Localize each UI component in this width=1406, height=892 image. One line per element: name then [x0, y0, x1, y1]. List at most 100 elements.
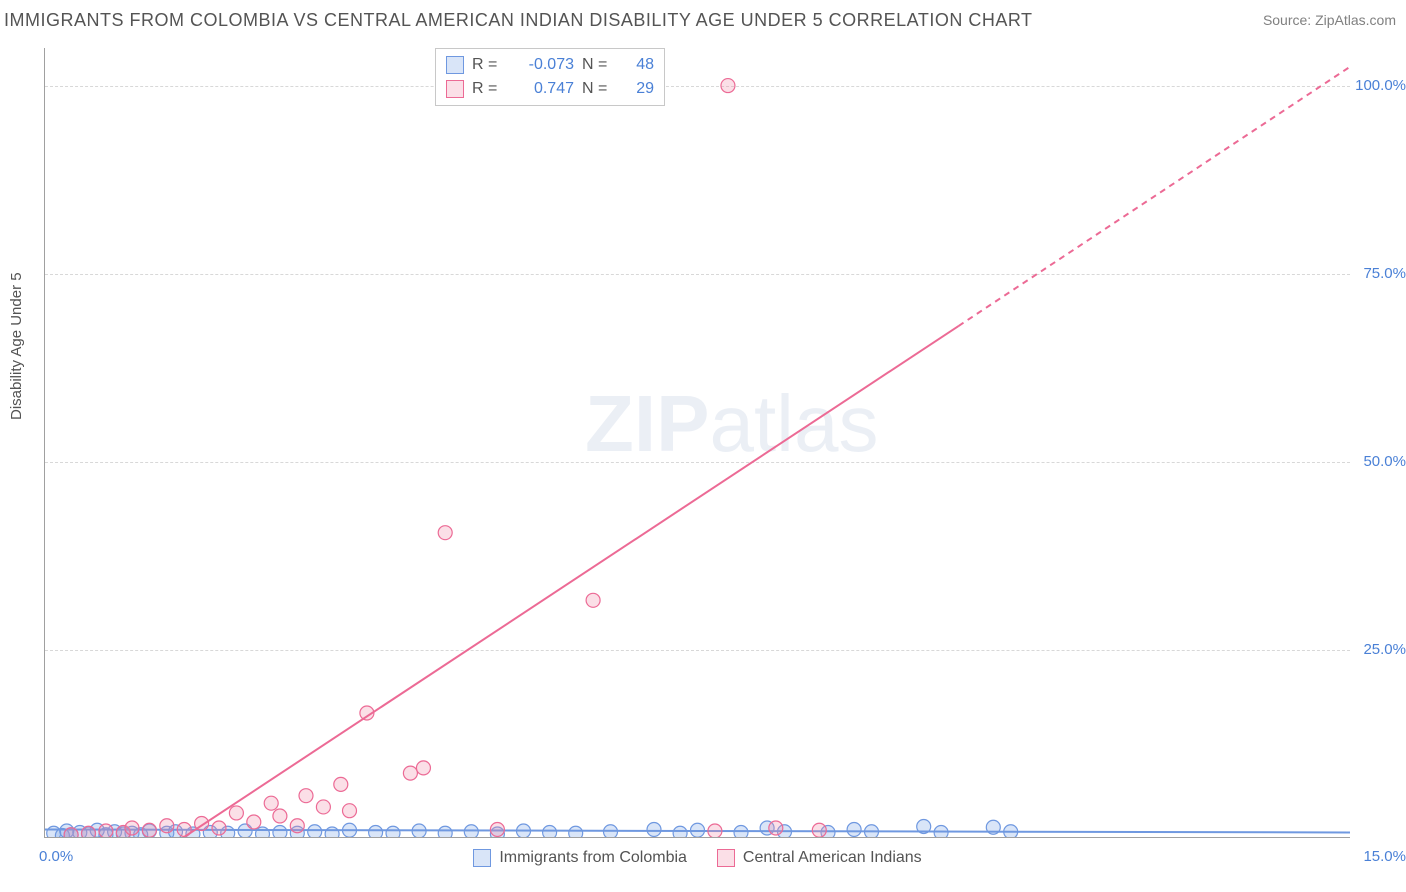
y-tick-label: 75.0%	[1354, 265, 1406, 282]
data-point	[221, 826, 235, 837]
r-label: R =	[472, 80, 506, 98]
data-point	[125, 826, 139, 837]
legend-swatch-1	[473, 849, 491, 867]
data-point	[195, 816, 209, 830]
data-point	[865, 825, 879, 837]
y-axis-label: Disability Age Under 5	[8, 272, 25, 420]
legend-swatch-1	[446, 56, 464, 74]
data-point	[169, 825, 183, 837]
data-point	[647, 822, 661, 836]
data-point	[264, 796, 278, 810]
data-point	[203, 826, 217, 837]
data-point	[273, 826, 287, 837]
data-point	[99, 828, 113, 837]
y-tick-label: 50.0%	[1354, 453, 1406, 470]
data-point	[673, 826, 687, 837]
data-point	[177, 822, 191, 836]
data-point	[116, 827, 130, 837]
data-point	[934, 826, 948, 837]
n-label: N =	[582, 80, 616, 98]
trend-line-extrapolated	[959, 67, 1351, 326]
correlation-legend: R = -0.073 N = 48 R = 0.747 N = 29	[435, 48, 665, 106]
gridline	[45, 274, 1350, 275]
data-point	[416, 761, 430, 775]
data-point	[325, 827, 339, 837]
data-point	[64, 828, 78, 837]
data-point	[760, 821, 774, 835]
data-point	[116, 826, 130, 837]
legend-swatch-2	[717, 849, 735, 867]
data-point	[821, 826, 835, 837]
data-point	[334, 777, 348, 791]
data-point	[142, 824, 156, 837]
series-1-name: Immigrants from Colombia	[499, 849, 687, 867]
data-point	[60, 824, 74, 837]
n-value-2: 29	[624, 80, 654, 98]
y-tick-label: 25.0%	[1354, 641, 1406, 658]
source-attribution: Source: ZipAtlas.com	[1263, 12, 1396, 28]
data-point	[125, 821, 139, 835]
data-point	[343, 823, 357, 837]
data-point	[256, 827, 270, 837]
data-point	[734, 826, 748, 837]
data-point	[160, 826, 174, 837]
data-point	[778, 825, 792, 837]
data-point	[186, 827, 200, 837]
data-point	[986, 820, 1000, 834]
data-point	[160, 819, 174, 833]
legend-row-series-2: R = 0.747 N = 29	[446, 77, 654, 101]
data-point	[917, 819, 931, 833]
gridline	[45, 86, 1350, 87]
data-point	[82, 826, 96, 837]
data-point	[360, 706, 374, 720]
trend-line	[184, 326, 958, 837]
series-2-name: Central American Indians	[743, 849, 922, 867]
watermark: ZIPatlas	[585, 378, 878, 470]
chart-title: IMMIGRANTS FROM COLOMBIA VS CENTRAL AMER…	[4, 10, 1033, 31]
r-label: R =	[472, 56, 506, 74]
data-point	[438, 826, 452, 837]
data-point	[490, 827, 504, 837]
data-point	[273, 809, 287, 823]
data-point	[308, 825, 322, 837]
legend-row-series-1: R = -0.073 N = 48	[446, 53, 654, 77]
data-point	[386, 826, 400, 837]
data-point	[290, 819, 304, 833]
data-point	[464, 825, 478, 837]
data-point	[47, 826, 61, 837]
data-point	[604, 825, 618, 837]
series-legend: Immigrants from Colombia Central America…	[45, 849, 1350, 867]
legend-item-2: Central American Indians	[717, 849, 922, 867]
legend-item-1: Immigrants from Colombia	[473, 849, 687, 867]
data-point	[134, 828, 148, 837]
data-point	[73, 826, 87, 837]
data-point	[229, 806, 243, 820]
data-point	[316, 800, 330, 814]
data-point	[55, 829, 69, 837]
chart-plot-area: ZIPatlas 25.0%50.0%75.0%100.0% R = -0.07…	[44, 48, 1350, 838]
data-point	[90, 823, 104, 837]
data-point	[142, 823, 156, 837]
x-axis-max: 15.0%	[1363, 848, 1406, 865]
data-point	[290, 826, 304, 837]
gridline	[45, 650, 1350, 651]
data-point	[691, 823, 705, 837]
data-point	[247, 815, 261, 829]
data-point	[369, 826, 383, 837]
data-point	[212, 821, 226, 835]
data-point	[438, 526, 452, 540]
y-tick-label: 100.0%	[1354, 77, 1406, 94]
legend-swatch-2	[446, 80, 464, 98]
data-point	[108, 825, 122, 837]
data-point	[543, 826, 557, 837]
data-point	[708, 824, 722, 837]
data-point	[403, 766, 417, 780]
data-point	[343, 804, 357, 818]
data-point	[569, 826, 583, 837]
data-point	[238, 824, 252, 837]
data-point	[82, 827, 96, 837]
data-point	[812, 823, 826, 837]
n-value-1: 48	[624, 56, 654, 74]
data-point	[1004, 825, 1018, 837]
r-value-2: 0.747	[514, 80, 574, 98]
